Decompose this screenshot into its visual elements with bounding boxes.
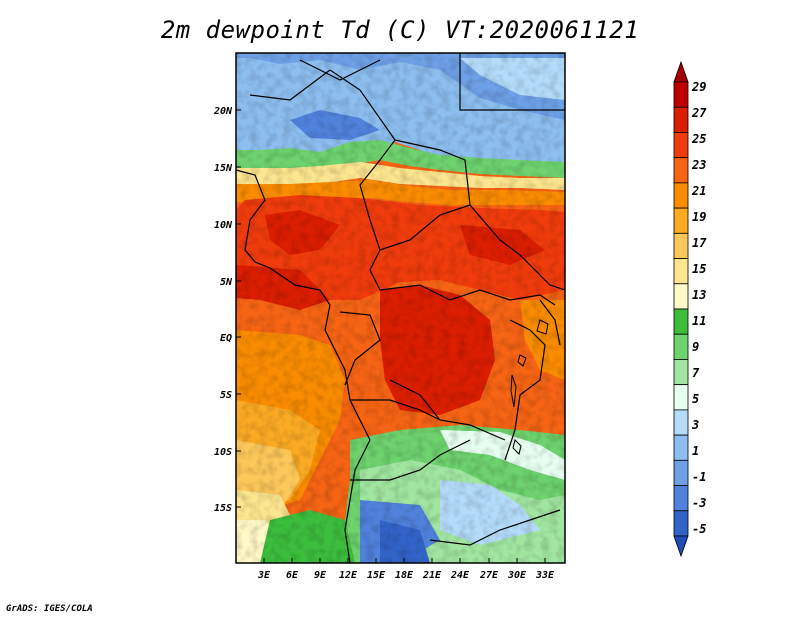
- lat-label: 20N: [213, 106, 233, 117]
- lon-label: 15E: [367, 570, 386, 581]
- lon-label: 33E: [535, 570, 555, 581]
- map-frame: [235, 52, 566, 564]
- lon-label: 21E: [422, 570, 442, 581]
- lon-label: 9E: [314, 570, 327, 581]
- colorbar-label: 29: [691, 80, 706, 94]
- colorbar-labels: 29 27 25 23 21 19 17 15 13 11 9 7 5 3 1 …: [691, 80, 707, 536]
- colorbar-segment: [673, 409, 689, 436]
- grads-credit: GrADS: IGES/COLA: [6, 604, 93, 614]
- colorbar-segment: [673, 232, 689, 259]
- colorbar-segment: [673, 132, 689, 159]
- colorbar-segment: [673, 283, 689, 310]
- colorbar-segment: [673, 308, 689, 335]
- lat-label: 15N: [214, 163, 233, 174]
- lat-label: 5N: [220, 277, 233, 288]
- colorbar-segment: [673, 485, 689, 512]
- colorbar-label: -1: [692, 470, 706, 484]
- lakes: [510, 319, 549, 455]
- lat-label: 5S: [220, 390, 232, 401]
- colorbar-segment: [673, 106, 689, 133]
- colorbar-label: 13: [692, 288, 706, 302]
- colorbar-segment: [673, 81, 689, 108]
- colorbar-label: 25: [691, 132, 706, 146]
- lat-label: 15S: [214, 503, 232, 514]
- colorbar-label: 9: [692, 340, 699, 354]
- colorbar-label: 15: [692, 262, 706, 276]
- colorbar-label: -3: [692, 496, 706, 510]
- lat-label: EQ: [220, 333, 232, 344]
- lon-label: 18E: [395, 570, 414, 581]
- colorbar-label: 5: [692, 392, 699, 406]
- colorbar-label: 23: [691, 158, 706, 172]
- lon-axis: 3E 6E 9E 12E 15E 18E 21E 24E 27E 30E 33E: [257, 570, 555, 581]
- lat-label: 10N: [214, 220, 233, 231]
- colorbar-segment: [673, 258, 689, 285]
- colorbar-segment: [673, 207, 689, 234]
- dewpoint-field: [236, 53, 565, 563]
- colorbar-label: -5: [692, 522, 706, 536]
- colorbar-label: 27: [691, 106, 707, 120]
- colorbar-segment: [673, 535, 689, 558]
- colorbar-label: 17: [692, 236, 707, 250]
- colorbar-label: 3: [691, 418, 699, 432]
- colorbar-segment: [673, 60, 689, 83]
- lon-label: 30E: [507, 570, 527, 581]
- lon-label: 27E: [479, 570, 499, 581]
- colorbar-label: 11: [692, 314, 706, 328]
- colorbar-segment: [673, 510, 689, 537]
- colorbar-segment: [673, 359, 689, 386]
- lon-label: 3E: [257, 570, 271, 581]
- colorbar-segment: [673, 182, 689, 209]
- colorbar-label: 19: [692, 210, 706, 224]
- lon-label: 12E: [339, 570, 358, 581]
- colorbar-segment: [673, 157, 689, 184]
- colorbar-segment: [673, 459, 689, 486]
- lat-axis: 20N 15N 10N 5N EQ 5S 10S 15S: [213, 106, 233, 514]
- lat-label: 10S: [214, 447, 232, 458]
- colorbar-label: 1: [692, 444, 699, 458]
- colorbar-segment: [673, 384, 689, 411]
- lon-label: 6E: [286, 570, 299, 581]
- colorbar-segment: [673, 434, 689, 461]
- colorbar-segment: [673, 333, 689, 360]
- colorbar-label: 21: [691, 184, 706, 198]
- colorbar: [673, 60, 689, 558]
- country-borders: [235, 53, 566, 564]
- lon-label: 24E: [450, 570, 470, 581]
- colorbar-label: 7: [692, 366, 700, 380]
- chart-title: 2m dewpoint Td (C) VT:2020061121: [160, 16, 640, 44]
